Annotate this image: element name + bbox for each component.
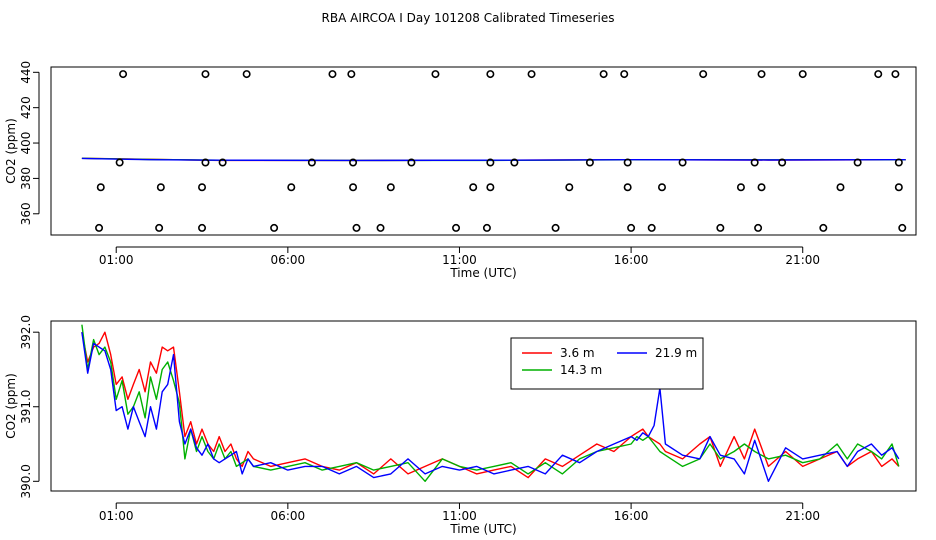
x-tick-label: 01:00 — [99, 509, 134, 523]
data-point — [510, 158, 519, 167]
data-point — [798, 70, 807, 79]
data-point — [750, 158, 759, 167]
data-point — [119, 70, 128, 79]
data-point — [307, 158, 316, 167]
data-point — [115, 158, 124, 167]
data-point — [287, 183, 296, 192]
data-point — [757, 70, 766, 79]
y-tick-label: 360 — [19, 202, 33, 225]
data-point — [386, 183, 395, 192]
data-point — [347, 70, 356, 79]
series-line-219m — [81, 157, 906, 162]
y-tick-label: 440 — [19, 61, 33, 84]
y-axis-label: CO2 (ppm) — [4, 373, 18, 439]
data-point — [270, 223, 279, 232]
data-point — [156, 183, 165, 192]
x-tick-label: 01:00 — [99, 253, 134, 267]
x-axis-label: Time (UTC) — [449, 522, 516, 536]
y-tick-label: 400 — [19, 132, 33, 155]
y-axis-label: CO2 (ppm) — [4, 118, 18, 184]
data-point — [486, 183, 495, 192]
data-point — [754, 223, 763, 232]
x-axis-label: Time (UTC) — [449, 266, 516, 280]
legend-label: 14.3 m — [560, 363, 602, 377]
data-point — [891, 70, 900, 79]
x-tick-label: 21:00 — [785, 509, 820, 523]
data-point — [836, 183, 845, 192]
series-line-143m — [81, 324, 900, 482]
data-point — [95, 223, 104, 232]
x-tick-label: 06:00 — [271, 253, 306, 267]
series-line-36m — [81, 331, 900, 479]
bottom-panel: 01:00 06:00 11:00 16:00 21:00 Time (UTC) 390.0… — [4, 315, 917, 536]
chart-title: RBA AIRCOA I Day 101208 Calibrated Times… — [322, 11, 615, 25]
data-point — [452, 223, 461, 232]
data-point — [585, 158, 594, 167]
data-point — [482, 223, 491, 232]
data-point — [352, 223, 361, 232]
data-point — [623, 183, 632, 192]
data-point — [198, 223, 207, 232]
x-tick-label: 11:00 — [442, 509, 477, 523]
x-tick-label: 16:00 — [614, 509, 649, 523]
legend-label: 3.6 m — [560, 346, 595, 360]
data-point — [527, 70, 536, 79]
data-point — [242, 70, 251, 79]
data-point — [486, 158, 495, 167]
plot-frame — [50, 320, 917, 492]
data-point — [898, 223, 907, 232]
legend-box — [510, 337, 704, 390]
data-point — [627, 223, 636, 232]
data-point — [853, 158, 862, 167]
x-tick-label: 06:00 — [271, 509, 306, 523]
data-point — [716, 223, 725, 232]
y-tick-label: 380 — [19, 167, 33, 190]
data-point — [623, 158, 632, 167]
data-point — [757, 183, 766, 192]
x-tick-label: 21:00 — [785, 253, 820, 267]
data-point — [349, 183, 358, 192]
series-line-219m — [81, 332, 900, 482]
data-point — [778, 158, 787, 167]
data-point — [647, 223, 656, 232]
legend-label: 21.9 m — [655, 346, 697, 360]
data-point — [407, 158, 416, 167]
data-point — [678, 158, 687, 167]
data-point — [376, 223, 385, 232]
data-point — [894, 183, 903, 192]
data-point — [551, 223, 560, 232]
plot-frame — [50, 66, 917, 236]
data-point — [894, 158, 903, 167]
data-point — [699, 70, 708, 79]
x-tick-label: 11:00 — [442, 253, 477, 267]
data-point — [328, 70, 337, 79]
data-point — [486, 70, 495, 79]
data-point — [874, 70, 883, 79]
data-point — [201, 158, 210, 167]
data-point — [96, 183, 105, 192]
data-point — [565, 183, 574, 192]
data-point — [620, 70, 629, 79]
data-point — [819, 223, 828, 232]
x-tick-label: 16:00 — [614, 253, 649, 267]
y-tick-label: 420 — [19, 96, 33, 119]
y-tick-label: 391.0 — [19, 390, 33, 424]
data-point — [198, 183, 207, 192]
data-point — [201, 70, 210, 79]
data-point — [218, 158, 227, 167]
data-point — [657, 183, 666, 192]
data-point — [155, 223, 164, 232]
data-point — [349, 158, 358, 167]
data-point — [599, 70, 608, 79]
data-point — [736, 183, 745, 192]
data-point — [431, 70, 440, 79]
top-panel: 01:00 06:00 11:00 16:00 21:00 Time (UTC) 360 38… — [4, 61, 917, 280]
y-tick-label: 390.0 — [19, 464, 33, 498]
y-tick-label: 392.0 — [19, 315, 33, 349]
data-point — [469, 183, 478, 192]
